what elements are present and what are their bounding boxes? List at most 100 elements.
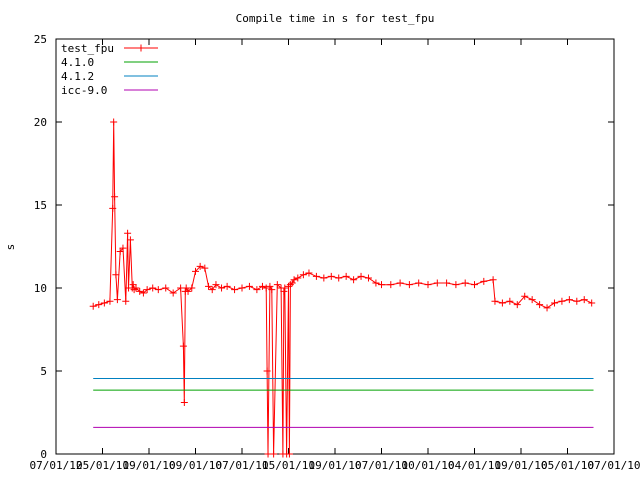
data-point — [169, 289, 177, 297]
data-point — [245, 282, 253, 290]
x-tick-label: 05/01/10 — [541, 459, 594, 472]
data-point — [350, 276, 358, 284]
data-point — [263, 367, 271, 375]
x-tick-label: 07/01/10 — [588, 459, 640, 472]
data-point — [415, 279, 423, 287]
data-point — [205, 282, 213, 290]
x-tick-label: 07/01/12 — [30, 459, 83, 472]
y-ticks: 0 5 10 15 20 25 — [34, 33, 614, 461]
legend-label: icc-9.0 — [61, 84, 107, 97]
series-layer — [89, 118, 596, 458]
data-point — [573, 297, 581, 305]
data-point — [253, 286, 261, 294]
data-point — [238, 284, 246, 292]
x-tick-label: 05/01/11 — [76, 459, 129, 472]
legend-label: 4.1.2 — [61, 70, 94, 83]
data-point — [424, 281, 432, 289]
data-point — [231, 286, 239, 294]
data-point — [266, 282, 274, 290]
data-point — [119, 244, 127, 252]
data-point — [223, 282, 231, 290]
x-tick-label: 04/01/11 — [448, 459, 501, 472]
data-point — [342, 272, 350, 280]
data-point — [162, 284, 170, 292]
data-point — [305, 269, 313, 277]
data-point — [588, 299, 596, 307]
data-point — [290, 276, 298, 284]
data-point — [285, 450, 293, 458]
data-point — [143, 286, 151, 294]
data-point — [299, 271, 307, 279]
data-point — [201, 264, 209, 272]
data-point — [335, 274, 343, 282]
data-point — [154, 286, 162, 294]
data-point — [273, 281, 281, 289]
y-axis-label: s — [4, 244, 17, 251]
y-tick-label: 10 — [34, 282, 47, 295]
data-point — [491, 297, 499, 305]
data-point — [513, 301, 521, 309]
x-tick-label: 07/01/11 — [216, 459, 269, 472]
data-point — [452, 281, 460, 289]
data-point — [192, 267, 199, 275]
data-point — [208, 286, 216, 294]
data-point — [139, 289, 147, 297]
data-point — [100, 299, 108, 307]
data-point — [405, 281, 413, 289]
data-point — [112, 271, 120, 279]
data-point — [528, 296, 536, 304]
data-point — [184, 287, 192, 295]
x-tick-label: 09/01/10 — [123, 459, 176, 472]
data-point — [357, 272, 365, 280]
data-point — [122, 297, 130, 305]
y-tick-label: 15 — [34, 199, 47, 212]
data-point — [506, 297, 514, 305]
data-point — [372, 279, 380, 287]
y-tick-label: 20 — [34, 116, 47, 129]
data-point — [262, 284, 270, 292]
data-point — [126, 236, 134, 244]
data-point — [95, 301, 103, 309]
data-point — [498, 299, 506, 307]
data-point — [281, 284, 289, 292]
data-point — [212, 281, 220, 289]
data-point — [111, 193, 119, 201]
y-tick-label: 0 — [40, 448, 47, 461]
data-point — [113, 296, 121, 304]
data-point — [110, 118, 118, 126]
y-tick-label: 25 — [34, 33, 47, 46]
data-point — [149, 284, 157, 292]
data-point — [288, 279, 296, 287]
data-point — [124, 229, 132, 237]
data-point — [387, 281, 395, 289]
data-point — [270, 450, 278, 458]
legend-label: 4.1.0 — [61, 56, 94, 69]
data-point — [327, 272, 335, 280]
plot-frame — [55, 38, 615, 455]
data-point — [536, 301, 544, 309]
data-point — [258, 282, 266, 290]
data-point — [196, 262, 204, 270]
data-point — [461, 279, 469, 287]
y-tick-label: 5 — [40, 365, 47, 378]
x-tick-label: 05/01/11 — [262, 459, 315, 472]
data-point — [218, 284, 226, 292]
data-point — [364, 274, 372, 282]
data-point — [89, 302, 97, 310]
data-point — [550, 299, 558, 307]
x-tick-label: 09/01/10 — [169, 459, 222, 472]
legend-label: test_fpu — [61, 42, 114, 55]
data-point — [188, 284, 196, 292]
data-point — [443, 279, 451, 287]
data-point — [543, 304, 551, 312]
x-tick-label: 09/01/10 — [309, 459, 362, 472]
data-point — [294, 274, 302, 282]
chart-title: Compile time in s for test_fpu — [236, 12, 435, 25]
data-point — [130, 286, 138, 294]
data-point — [136, 287, 144, 295]
data-point — [396, 279, 404, 287]
data-point — [179, 342, 187, 350]
data-point — [433, 279, 441, 287]
data-point — [378, 281, 385, 289]
